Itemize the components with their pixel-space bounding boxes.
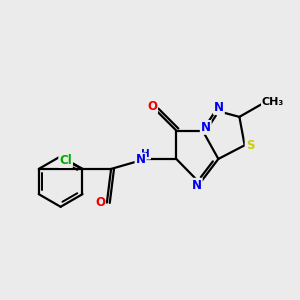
Text: S: S: [246, 139, 254, 152]
Text: O: O: [95, 196, 105, 209]
Text: N: N: [136, 154, 146, 166]
Text: N: N: [214, 101, 224, 114]
Text: Cl: Cl: [59, 154, 72, 167]
Text: CH₃: CH₃: [262, 97, 284, 107]
Text: N: N: [201, 121, 211, 134]
Text: O: O: [147, 100, 157, 113]
Text: N: N: [192, 179, 202, 192]
Text: H: H: [141, 149, 150, 159]
